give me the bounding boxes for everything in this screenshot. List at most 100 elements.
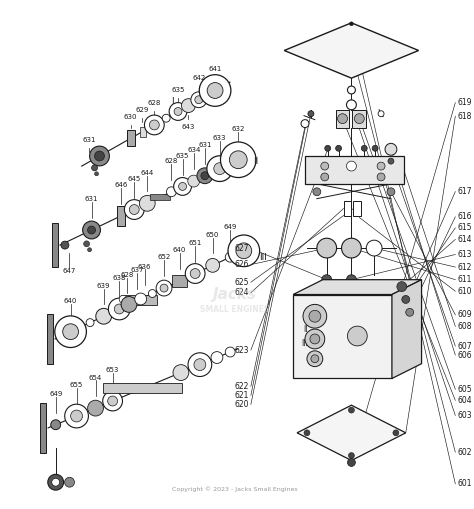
Text: 627: 627 xyxy=(234,244,249,253)
Polygon shape xyxy=(392,279,421,379)
Text: 628: 628 xyxy=(120,272,134,278)
Circle shape xyxy=(317,238,337,258)
Circle shape xyxy=(201,172,209,180)
Text: 606: 606 xyxy=(457,351,472,359)
Text: 644: 644 xyxy=(141,169,154,176)
Text: 632: 632 xyxy=(232,126,245,132)
Circle shape xyxy=(61,241,69,249)
Text: 619: 619 xyxy=(457,98,472,107)
Ellipse shape xyxy=(358,55,374,65)
Text: 628: 628 xyxy=(165,158,178,164)
Circle shape xyxy=(355,114,364,124)
Circle shape xyxy=(199,75,231,106)
Polygon shape xyxy=(305,156,404,184)
Text: 618: 618 xyxy=(457,111,472,121)
Text: 633: 633 xyxy=(213,135,227,141)
Text: 651: 651 xyxy=(189,240,202,246)
Text: 623: 623 xyxy=(234,346,249,355)
Circle shape xyxy=(225,347,235,357)
Circle shape xyxy=(361,146,367,151)
Text: 640: 640 xyxy=(173,247,186,253)
Circle shape xyxy=(83,241,90,247)
Circle shape xyxy=(96,308,111,324)
Circle shape xyxy=(303,304,327,328)
Circle shape xyxy=(160,284,168,292)
Text: 638: 638 xyxy=(112,275,126,281)
Ellipse shape xyxy=(328,55,345,65)
Text: 622: 622 xyxy=(235,382,249,391)
Text: 629: 629 xyxy=(136,107,149,113)
Text: 635: 635 xyxy=(176,153,189,159)
Circle shape xyxy=(307,351,323,366)
Circle shape xyxy=(214,163,226,175)
Circle shape xyxy=(228,235,260,267)
Circle shape xyxy=(236,243,252,259)
Circle shape xyxy=(162,114,170,122)
Circle shape xyxy=(173,364,189,380)
Circle shape xyxy=(194,359,206,371)
Text: 624: 624 xyxy=(234,288,249,297)
Ellipse shape xyxy=(358,36,374,45)
Circle shape xyxy=(182,99,195,112)
Circle shape xyxy=(103,391,122,411)
Text: 634: 634 xyxy=(187,148,201,154)
Circle shape xyxy=(225,252,235,262)
Circle shape xyxy=(88,226,95,234)
Circle shape xyxy=(188,353,212,377)
Circle shape xyxy=(206,259,219,272)
Circle shape xyxy=(304,430,310,436)
Text: 631: 631 xyxy=(198,142,211,148)
Circle shape xyxy=(149,120,159,130)
Circle shape xyxy=(129,205,139,214)
Bar xyxy=(127,130,135,146)
Bar xyxy=(336,110,349,128)
Circle shape xyxy=(313,188,321,196)
Circle shape xyxy=(321,162,328,170)
Circle shape xyxy=(174,107,182,116)
Text: 643: 643 xyxy=(182,124,195,130)
Circle shape xyxy=(397,281,407,292)
Text: 654: 654 xyxy=(89,375,102,381)
Circle shape xyxy=(342,238,361,258)
Circle shape xyxy=(388,158,394,164)
Circle shape xyxy=(88,400,103,416)
Ellipse shape xyxy=(328,36,345,45)
Text: Jacks: Jacks xyxy=(213,287,257,302)
Circle shape xyxy=(207,82,223,98)
Bar xyxy=(150,194,170,200)
Bar xyxy=(139,127,146,136)
Text: 646: 646 xyxy=(115,182,128,188)
Text: 616: 616 xyxy=(457,212,472,221)
Circle shape xyxy=(48,474,64,490)
Circle shape xyxy=(173,178,191,195)
Text: 615: 615 xyxy=(457,223,472,232)
Circle shape xyxy=(402,296,410,303)
Circle shape xyxy=(148,290,156,297)
Polygon shape xyxy=(293,295,392,379)
Bar xyxy=(121,295,156,305)
Bar xyxy=(352,110,366,128)
Circle shape xyxy=(310,334,320,344)
Circle shape xyxy=(166,187,176,196)
Text: 655: 655 xyxy=(70,382,83,388)
Circle shape xyxy=(121,297,137,313)
Circle shape xyxy=(124,200,144,219)
Circle shape xyxy=(156,280,172,296)
Circle shape xyxy=(179,183,186,190)
Circle shape xyxy=(346,275,356,285)
Circle shape xyxy=(94,172,99,176)
Text: 636: 636 xyxy=(138,264,151,270)
Text: 631: 631 xyxy=(85,196,98,203)
Text: 650: 650 xyxy=(206,232,219,238)
Circle shape xyxy=(135,293,146,305)
Text: 641: 641 xyxy=(209,66,222,72)
Text: 609: 609 xyxy=(457,310,472,319)
Text: 604: 604 xyxy=(457,396,472,405)
Text: I: I xyxy=(171,97,174,106)
Circle shape xyxy=(229,151,247,168)
Text: 631: 631 xyxy=(82,137,96,143)
Text: 639: 639 xyxy=(97,282,110,289)
Text: 610: 610 xyxy=(457,287,472,296)
Circle shape xyxy=(372,146,378,151)
Circle shape xyxy=(301,120,309,128)
